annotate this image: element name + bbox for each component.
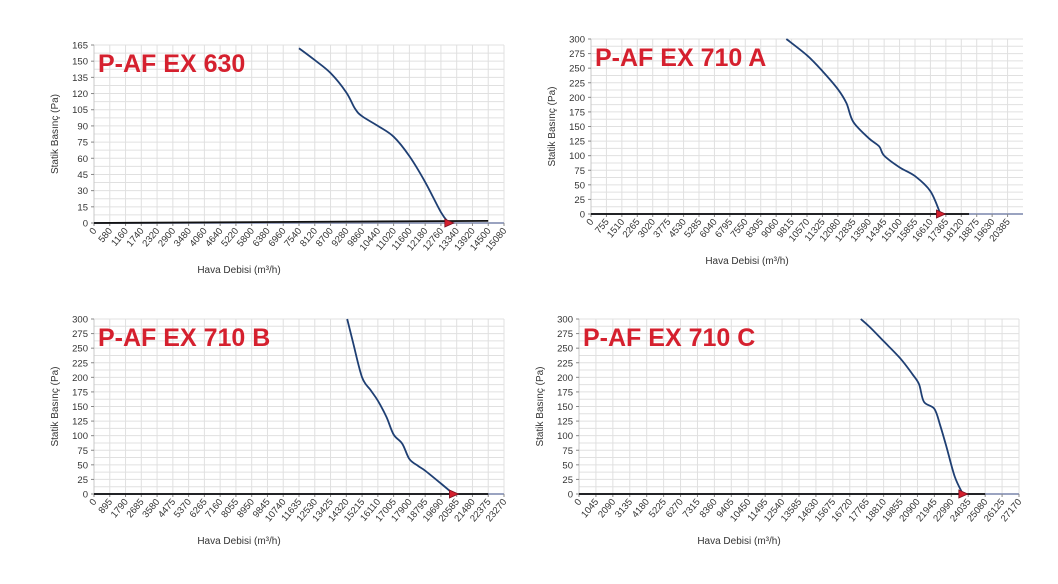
chart-title: P-AF EX 710 A — [595, 44, 766, 72]
chart-panel-p-af-ex-710-b: 0255075100125150175200225250275300089517… — [50, 315, 509, 548]
y-tick-label: 175 — [569, 107, 585, 118]
y-axis-label: Statik Basınç (Pa) — [50, 366, 61, 446]
y-tick-label: 50 — [574, 180, 585, 191]
chart-title: P-AF EX 630 — [98, 50, 245, 78]
operating-point-marker — [936, 209, 947, 219]
operating-point-marker — [958, 489, 969, 499]
y-tick-label: 30 — [77, 186, 88, 197]
y-tick-label: 0 — [83, 219, 88, 230]
y-tick-label: 60 — [77, 154, 88, 165]
y-tick-label: 0 — [580, 210, 585, 221]
y-tick-label: 275 — [557, 329, 573, 340]
gridlines — [93, 44, 505, 224]
y-tick-label: 50 — [77, 460, 88, 471]
x-tick-label: 2090 — [596, 497, 618, 520]
y-tick-label: 125 — [72, 417, 88, 428]
y-tick-label: 300 — [569, 35, 585, 46]
y-tick-label: 175 — [557, 387, 573, 398]
y-tick-label: 225 — [557, 358, 573, 369]
y-axis-label: Statik Basınç (Pa) — [535, 366, 546, 446]
y-tick-label: 100 — [557, 431, 573, 442]
x-tick-label: 4180 — [630, 497, 652, 520]
y-tick-label: 75 — [562, 446, 573, 457]
y-tick-label: 25 — [574, 195, 585, 206]
chart-title: P-AF EX 710 B — [98, 324, 270, 352]
y-tick-label: 225 — [72, 358, 88, 369]
fan-curve-line — [346, 318, 455, 495]
y-tick-label: 100 — [569, 151, 585, 162]
x-tick-label: 0 — [572, 497, 584, 508]
x-axis-label: Hava Debisi (m³/h) — [197, 265, 280, 276]
system-curve-line — [93, 219, 489, 224]
y-tick-label: 300 — [557, 315, 573, 326]
y-tick-label: 100 — [72, 431, 88, 442]
operating-point-marker — [444, 218, 455, 228]
y-tick-label: 0 — [568, 490, 573, 501]
y-tick-label: 120 — [72, 89, 88, 100]
x-axis-label: Hava Debisi (m³/h) — [705, 256, 788, 267]
y-tick-label: 250 — [557, 344, 573, 355]
y-tick-label: 150 — [72, 402, 88, 413]
gridlines — [93, 318, 505, 495]
y-tick-label: 50 — [562, 460, 573, 471]
y-tick-label: 125 — [557, 417, 573, 428]
gridlines — [578, 318, 1020, 495]
operating-point-marker — [449, 489, 460, 499]
x-axis-label: Hava Debisi (m³/h) — [197, 536, 280, 547]
x-tick-label: 0 — [584, 217, 596, 228]
y-tick-label: 75 — [77, 138, 88, 149]
x-tick-label: 7315 — [681, 497, 703, 520]
y-tick-label: 250 — [569, 64, 585, 75]
chart-title: P-AF EX 710 C — [583, 324, 755, 352]
x-tick-label: 1045 — [579, 497, 601, 520]
x-axis-label: Hava Debisi (m³/h) — [697, 536, 780, 547]
y-tick-label: 175 — [72, 387, 88, 398]
x-tick-label: 0 — [87, 226, 99, 237]
y-tick-label: 105 — [72, 105, 88, 116]
chart-panel-p-af-ex-630: 0153045607590105120135150165058011601740… — [50, 41, 509, 277]
y-tick-label: 200 — [72, 373, 88, 384]
x-tick-label: 3135 — [613, 497, 635, 520]
y-tick-label: 250 — [72, 344, 88, 355]
y-tick-label: 135 — [72, 73, 88, 84]
x-tick-label: 8360 — [698, 497, 720, 520]
chart-panel-p-af-ex-710-c: 0255075100125150175200225250275300010452… — [535, 315, 1024, 548]
y-tick-label: 275 — [569, 49, 585, 60]
fan-curve-line — [785, 38, 942, 215]
x-tick-label: 0 — [87, 497, 99, 508]
y-tick-label: 25 — [77, 475, 88, 486]
y-axis-label: Statik Basınç (Pa) — [50, 94, 61, 174]
fan-curve-line — [860, 318, 964, 495]
y-axis-label: Statik Basınç (Pa) — [547, 86, 558, 166]
y-tick-label: 125 — [569, 137, 585, 148]
y-tick-label: 150 — [557, 402, 573, 413]
y-tick-label: 300 — [72, 315, 88, 326]
y-tick-label: 45 — [77, 170, 88, 181]
y-tick-label: 75 — [574, 166, 585, 177]
y-tick-label: 75 — [77, 446, 88, 457]
y-tick-label: 275 — [72, 329, 88, 340]
y-tick-label: 25 — [562, 475, 573, 486]
fan-curve-line — [298, 47, 450, 224]
y-tick-label: 150 — [569, 122, 585, 133]
y-tick-label: 225 — [569, 78, 585, 89]
x-tick-label: 6270 — [664, 497, 686, 520]
y-tick-label: 90 — [77, 121, 88, 132]
y-tick-label: 200 — [557, 373, 573, 384]
y-tick-label: 15 — [77, 202, 88, 213]
chart-panel-p-af-ex-710-a: 0255075100125150175200225250275300075515… — [547, 35, 1023, 267]
y-tick-label: 200 — [569, 93, 585, 104]
y-tick-label: 165 — [72, 41, 88, 52]
y-tick-label: 150 — [72, 57, 88, 68]
y-tick-label: 0 — [83, 490, 88, 501]
x-tick-label: 5225 — [647, 497, 669, 520]
